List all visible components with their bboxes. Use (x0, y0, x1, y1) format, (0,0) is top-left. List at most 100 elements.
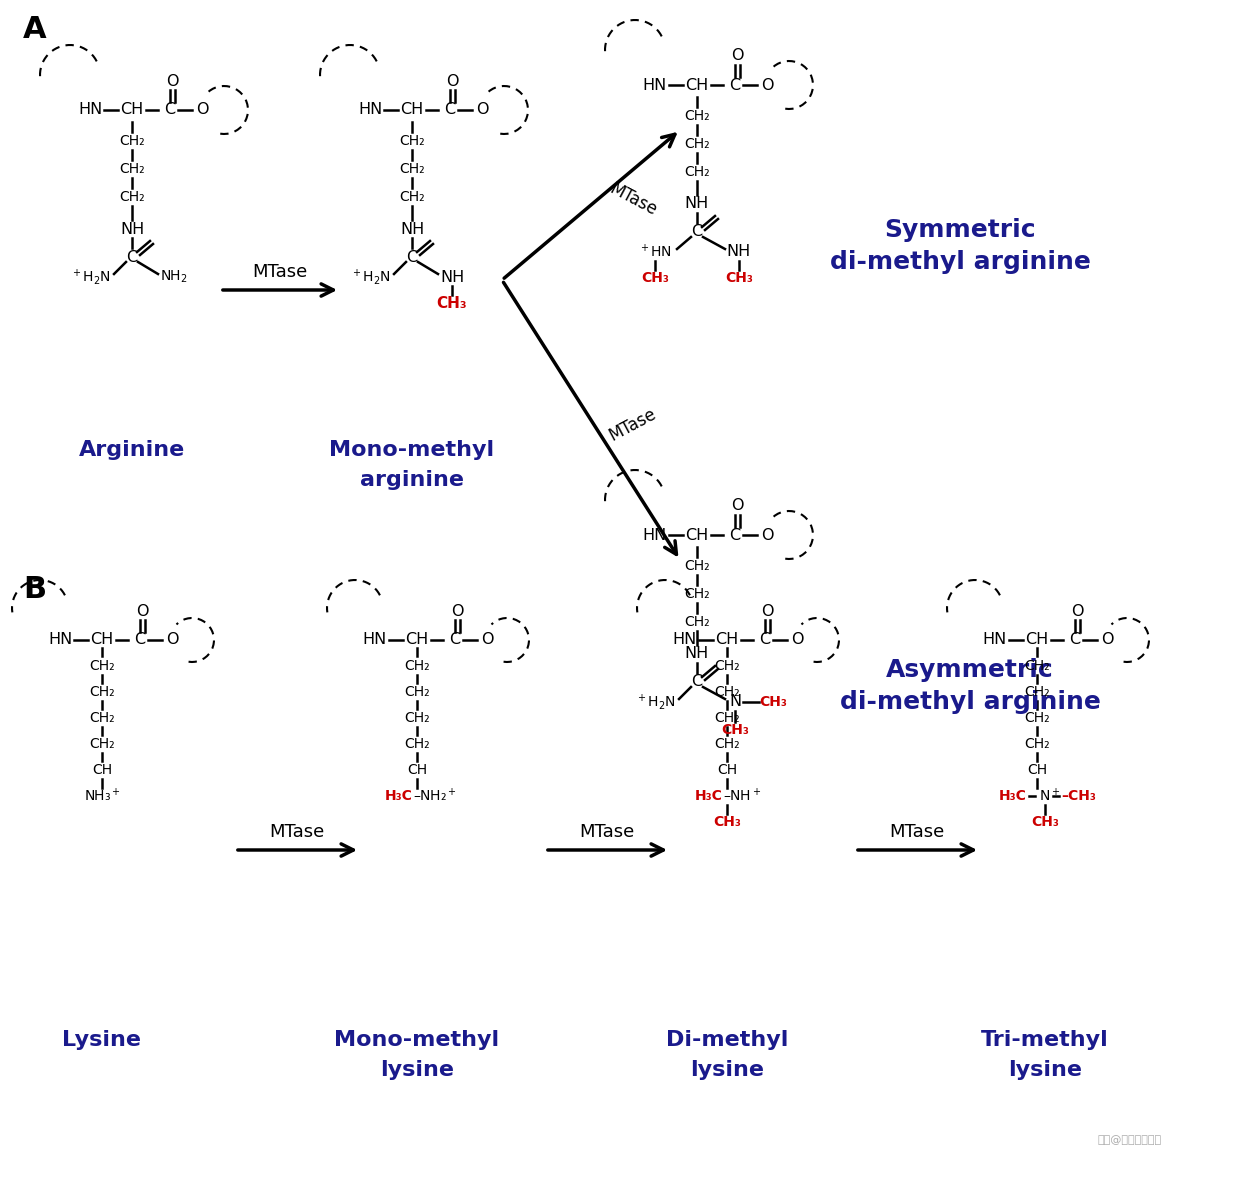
Text: NH: NH (440, 269, 464, 285)
Text: O: O (761, 527, 774, 543)
Text: HN: HN (363, 632, 387, 648)
Text: CH: CH (1027, 764, 1047, 777)
Text: C: C (449, 632, 460, 648)
Text: C: C (729, 527, 740, 543)
Text: CH₂: CH₂ (404, 712, 430, 725)
Text: CH: CH (717, 764, 737, 777)
Text: HN: HN (642, 78, 667, 92)
Text: MTase: MTase (579, 823, 635, 842)
Text: MTase: MTase (889, 823, 945, 842)
Text: $^+$H$_2$N: $^+$H$_2$N (69, 267, 110, 287)
Text: B: B (24, 576, 47, 604)
Text: NH: NH (684, 647, 709, 662)
Text: CH₂: CH₂ (399, 190, 425, 204)
Text: CH₂: CH₂ (684, 165, 709, 178)
Text: CH₂: CH₂ (119, 162, 145, 176)
Text: –NH₂$^+$: –NH₂$^+$ (413, 787, 456, 805)
Text: HN: HN (358, 103, 382, 117)
Text: CH₃: CH₃ (436, 296, 467, 311)
Text: MTase: MTase (606, 405, 660, 444)
Text: H₃C: H₃C (696, 790, 723, 803)
Text: Symmetric: Symmetric (884, 217, 1035, 242)
Text: O: O (445, 73, 459, 89)
Text: NH₃$^+$: NH₃$^+$ (83, 787, 120, 805)
Text: O: O (166, 632, 179, 648)
Text: CH₂: CH₂ (714, 686, 740, 699)
Text: HN: HN (642, 527, 667, 543)
Text: CH: CH (686, 527, 708, 543)
Text: NH$_2$: NH$_2$ (160, 268, 187, 285)
Text: C: C (692, 675, 703, 689)
Text: Mono-methyl: Mono-methyl (330, 440, 495, 460)
Text: O: O (476, 103, 489, 117)
Text: CH₂: CH₂ (119, 190, 145, 204)
Text: C: C (407, 249, 418, 265)
Text: C: C (692, 225, 703, 240)
Text: –CH₃: –CH₃ (1061, 790, 1096, 803)
Text: CH₃: CH₃ (722, 723, 749, 738)
Text: MTase: MTase (269, 823, 325, 842)
Text: $^+$HN: $^+$HN (639, 243, 672, 261)
Text: O: O (1101, 632, 1114, 648)
Text: HN: HN (48, 632, 72, 648)
Text: CH₂: CH₂ (714, 712, 740, 725)
Text: $^+$H$_2$N: $^+$H$_2$N (635, 693, 676, 712)
Text: lysine: lysine (1008, 1060, 1083, 1080)
Text: CH₂: CH₂ (1024, 660, 1050, 673)
Text: HN: HN (983, 632, 1007, 648)
Text: CH: CH (91, 632, 114, 648)
Text: O: O (451, 604, 464, 618)
Text: N$^+$: N$^+$ (1039, 787, 1060, 805)
Text: CH₂: CH₂ (404, 686, 430, 699)
Text: CH₂: CH₂ (404, 738, 430, 751)
Text: NH: NH (727, 245, 751, 260)
Text: CH₂: CH₂ (684, 109, 709, 123)
Text: CH₂: CH₂ (1024, 738, 1050, 751)
Text: 头条@学老师谈生化: 头条@学老师谈生化 (1097, 1135, 1162, 1145)
Text: MTase: MTase (606, 180, 660, 220)
Text: O: O (730, 48, 743, 64)
Text: CH₃: CH₃ (1032, 816, 1059, 829)
Text: C: C (729, 78, 740, 92)
Text: CH: CH (715, 632, 739, 648)
Text: CH: CH (401, 103, 424, 117)
Text: C: C (165, 103, 176, 117)
Text: HN: HN (78, 103, 102, 117)
Text: CH: CH (92, 764, 112, 777)
Text: CH: CH (405, 632, 429, 648)
Text: O: O (135, 604, 149, 618)
Text: di-methyl arginine: di-methyl arginine (830, 251, 1090, 274)
Text: O: O (1071, 604, 1084, 618)
Text: HN: HN (673, 632, 697, 648)
Text: CH₂: CH₂ (119, 134, 145, 148)
Text: CH₂: CH₂ (404, 660, 430, 673)
Text: CH: CH (686, 78, 708, 92)
Text: CH₃: CH₃ (713, 816, 742, 829)
Text: Lysine: Lysine (62, 1030, 141, 1050)
Text: Mono-methyl: Mono-methyl (335, 1030, 500, 1050)
Text: O: O (196, 103, 208, 117)
Text: CH₂: CH₂ (714, 660, 740, 673)
Text: CH: CH (120, 103, 144, 117)
Text: H₃C: H₃C (386, 790, 413, 803)
Text: arginine: arginine (360, 470, 464, 491)
Text: di-methyl arginine: di-methyl arginine (839, 690, 1100, 714)
Text: CH₃: CH₃ (725, 271, 753, 285)
Text: O: O (791, 632, 804, 648)
Text: Tri-methyl: Tri-methyl (981, 1030, 1109, 1050)
Text: C: C (1069, 632, 1080, 648)
Text: lysine: lysine (379, 1060, 454, 1080)
Text: MTase: MTase (253, 264, 308, 281)
Text: O: O (761, 604, 774, 618)
Text: Arginine: Arginine (79, 440, 185, 460)
Text: O: O (730, 499, 743, 513)
Text: C: C (134, 632, 145, 648)
Text: O: O (481, 632, 494, 648)
Text: Asymmetric: Asymmetric (887, 658, 1054, 682)
Text: Di-methyl: Di-methyl (666, 1030, 789, 1050)
Text: –NH$^+$: –NH$^+$ (723, 787, 761, 805)
Text: CH: CH (1025, 632, 1049, 648)
Text: CH₂: CH₂ (684, 137, 709, 151)
Text: O: O (166, 73, 179, 89)
Text: O: O (761, 78, 774, 92)
